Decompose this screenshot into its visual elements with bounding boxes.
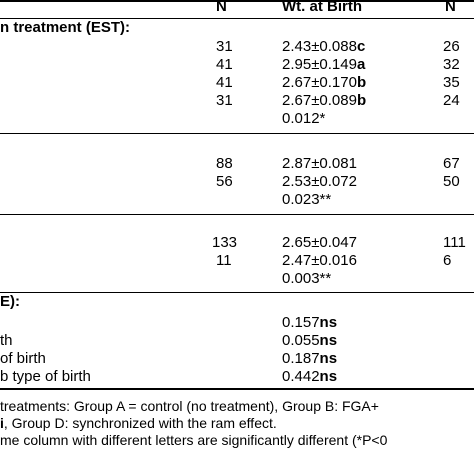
n-cell: 88 xyxy=(216,155,233,172)
section-rule xyxy=(0,292,474,293)
wt-cell: 2.47±0.016 xyxy=(282,252,357,269)
top-rule xyxy=(0,0,474,2)
effect-value: 0.055ns xyxy=(282,332,338,349)
p-value: 0.003** xyxy=(282,270,332,287)
effect-label: th xyxy=(0,332,13,349)
n-cell: 41 xyxy=(216,56,233,73)
wt-cell: 2.87±0.081 xyxy=(282,155,357,172)
footnote-line-3: me column with different letters are sig… xyxy=(0,432,388,448)
n2-cell: 111 xyxy=(443,234,466,251)
significance-letter: b xyxy=(356,74,367,91)
ns-flag: ns xyxy=(319,350,338,367)
bottom-rule xyxy=(0,388,474,390)
wt-cell: 2.53±0.072 xyxy=(282,173,357,190)
ns-flag: ns xyxy=(319,314,338,331)
n-cell: 56 xyxy=(216,173,233,190)
wt-cell: 2.43±0.088c xyxy=(282,38,366,55)
effect-label: b type of birth xyxy=(0,368,91,385)
n2-cell: 26 xyxy=(443,38,460,55)
wt-cell: 2.67±0.089b xyxy=(282,92,367,109)
effect-value: 0.157ns xyxy=(282,314,338,331)
wt-cell: 2.95±0.149a xyxy=(282,56,366,73)
header-wt-at-birth: Wt. at Birth xyxy=(282,0,362,15)
n-cell: 31 xyxy=(216,38,233,55)
ns-flag: ns xyxy=(319,332,338,349)
p-value: 0.012* xyxy=(282,110,326,127)
section-rule xyxy=(0,133,474,134)
n-cell: 11 xyxy=(216,252,232,269)
header-n: N xyxy=(216,0,227,15)
section-title-se: E): xyxy=(0,293,20,310)
significance-letter: b xyxy=(356,92,367,109)
n2-cell: 50 xyxy=(443,173,460,190)
significance-letter: a xyxy=(356,56,366,73)
wt-cell: 2.65±0.047 xyxy=(282,234,357,251)
section-title-est: n treatment (EST): xyxy=(0,19,131,36)
header-rule xyxy=(0,18,474,19)
n-cell: 133 xyxy=(212,234,238,251)
n-cell: 41 xyxy=(216,74,233,91)
effect-label: of birth xyxy=(0,350,46,367)
effect-value: 0.187ns xyxy=(282,350,338,367)
ns-flag: ns xyxy=(319,368,338,385)
n2-cell: 6 xyxy=(443,252,452,269)
header-n-2: N xyxy=(445,0,456,15)
wt-cell: 2.67±0.170b xyxy=(282,74,367,91)
n-cell: 31 xyxy=(216,92,233,109)
n2-cell: 35 xyxy=(443,74,460,91)
effect-value: 0.442ns xyxy=(282,368,338,385)
footnote-line-2: i, Group D: synchronized with the ram ef… xyxy=(0,415,277,431)
n2-cell: 32 xyxy=(443,56,460,73)
n2-cell: 67 xyxy=(443,155,460,172)
p-value: 0.023** xyxy=(282,191,332,208)
n2-cell: 24 xyxy=(443,92,460,109)
significance-letter: c xyxy=(356,38,366,55)
section-rule xyxy=(0,214,474,215)
footnote-line-1: treatments: Group A = control (no treatm… xyxy=(0,398,379,414)
